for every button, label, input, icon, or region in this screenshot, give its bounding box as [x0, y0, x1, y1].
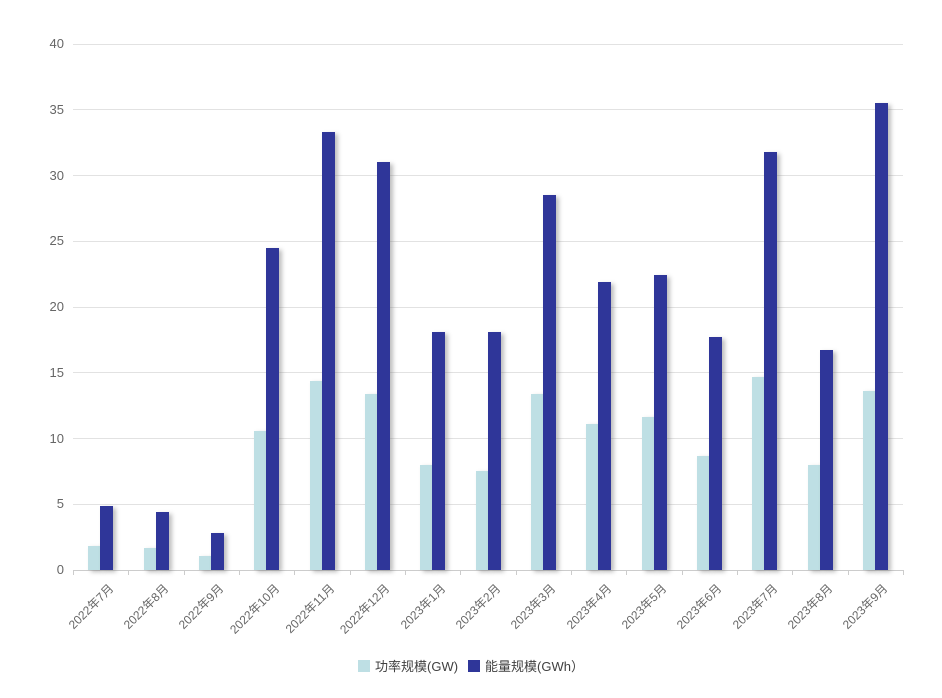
x-axis-category-label: 2022年12月 — [337, 581, 393, 637]
gridline-y-40 — [73, 43, 903, 45]
power-scale-bar-2023年8月 — [807, 464, 820, 570]
energy-scale-bar-2023年5月 — [653, 275, 667, 570]
x-axis-tick — [515, 570, 517, 575]
x-axis-category-label: 2022年11月 — [282, 581, 338, 636]
legend-label-power: 功率规模(GW) — [375, 659, 459, 674]
power-scale-bar-2023年4月 — [586, 424, 599, 570]
x-axis-tick — [571, 570, 572, 575]
x-axis-tick — [847, 570, 849, 575]
legend-item-energy-scale[interactable]: 能量规模(GWh） — [468, 656, 584, 675]
power-scale-bar-2023年1月 — [420, 464, 433, 570]
x-axis-category-label: 2023年3月 — [508, 581, 559, 632]
x-axis-category-label: 2023年5月 — [618, 581, 670, 632]
energy-scale-bar-2022年12月 — [376, 162, 390, 570]
power-scale-bar-2022年11月 — [309, 380, 322, 570]
energy-scale-bar-2022年11月 — [321, 132, 335, 570]
power-scale-bar-2022年8月 — [143, 547, 156, 570]
energy-scale-bar-2023年4月 — [598, 282, 612, 570]
energy-scale-bar-2023年1月 — [432, 332, 446, 570]
y-axis-tick-label: 30 — [49, 167, 64, 183]
power-scale-bar-2022年7月 — [88, 546, 101, 570]
energy-scale-bar-2023年8月 — [819, 350, 833, 570]
x-axis-category-label: 2023年2月 — [452, 581, 504, 632]
power-scale-bar-2023年2月 — [475, 471, 488, 570]
y-axis-tick-label: 10 — [49, 430, 64, 446]
x-axis-tick — [294, 570, 296, 575]
x-axis-tick — [405, 570, 406, 575]
x-axis-category-label: 2023年7月 — [729, 581, 780, 632]
energy-scale-bar-2023年9月 — [874, 103, 888, 570]
legend-item-power-scale[interactable]: 功率规模(GW) — [358, 656, 458, 675]
x-axis-tick — [183, 570, 185, 575]
energy-scale-bar-2023年7月 — [764, 151, 778, 570]
power-scale-bar-2023年7月 — [752, 376, 765, 570]
power-scale-bar-2022年12月 — [364, 393, 377, 570]
x-axis-category-label: 2022年9月 — [176, 581, 227, 632]
x-axis-tick — [73, 570, 74, 575]
energy-scale-bar-2023年3月 — [542, 195, 556, 570]
x-axis-tick — [626, 570, 628, 575]
y-axis-tick-label: 5 — [56, 496, 64, 512]
x-axis-category-label: 2023年9月 — [840, 581, 891, 632]
y-axis-tick-label: 35 — [49, 101, 64, 117]
legend-label-energy: 能量规模(GWh） — [485, 659, 584, 674]
x-axis-tick — [239, 570, 240, 575]
legend: 功率规模(GW) 能量规模(GWh） — [0, 656, 942, 675]
x-axis-category-label: 2022年8月 — [120, 581, 172, 632]
y-axis-tick-label: 20 — [49, 299, 64, 314]
energy-scale-bar-2022年9月 — [210, 533, 224, 570]
energy-scale-bar-2023年6月 — [708, 337, 722, 570]
y-axis-tick-label: 40 — [49, 36, 64, 51]
x-axis-category-label: 2022年10月 — [226, 581, 282, 637]
y-axis-tick-label: 0 — [56, 562, 64, 577]
energy-scale-bar-2022年8月 — [155, 512, 169, 570]
power-scale-bar-2022年10月 — [254, 430, 267, 570]
x-axis-tick — [792, 570, 794, 575]
x-axis-category-label: 2022年7月 — [65, 581, 116, 632]
x-axis-category-label: 2023年4月 — [563, 581, 614, 632]
power-scale-bar-2023年3月 — [530, 393, 543, 570]
x-axis-tick — [903, 570, 904, 575]
gridline-y-20 — [73, 306, 903, 308]
y-axis-tick-label: 15 — [49, 364, 64, 380]
power-scale-bar-2023年6月 — [696, 455, 709, 570]
plot-area — [73, 43, 904, 575]
x-axis-line — [73, 570, 903, 571]
power-scale-bar-2022年9月 — [198, 555, 211, 570]
x-axis-tick — [460, 570, 462, 575]
legend-swatch-energy-icon — [468, 659, 481, 672]
energy-scale-bar-2022年10月 — [266, 247, 280, 570]
power-scale-bar-2023年5月 — [641, 417, 654, 570]
x-axis-tick — [737, 570, 738, 575]
gridline-y-25 — [73, 240, 903, 242]
x-axis-category-label: 2023年6月 — [674, 581, 725, 632]
legend-swatch-power-icon — [358, 659, 370, 672]
x-axis-category-label: 2023年1月 — [397, 581, 448, 632]
energy-scale-bar-2023年2月 — [487, 332, 501, 570]
y-axis-tick-label: 25 — [49, 233, 64, 249]
x-axis-tick — [681, 570, 683, 575]
x-axis-tick — [349, 570, 351, 575]
gridline-y-30 — [73, 175, 903, 176]
x-axis-tick — [128, 570, 130, 575]
power-scale-bar-2023年9月 — [862, 391, 875, 570]
x-axis-category-label: 2023年8月 — [784, 581, 836, 632]
energy-scale-bar-2022年7月 — [100, 505, 114, 570]
gridline-y-35 — [73, 109, 903, 111]
